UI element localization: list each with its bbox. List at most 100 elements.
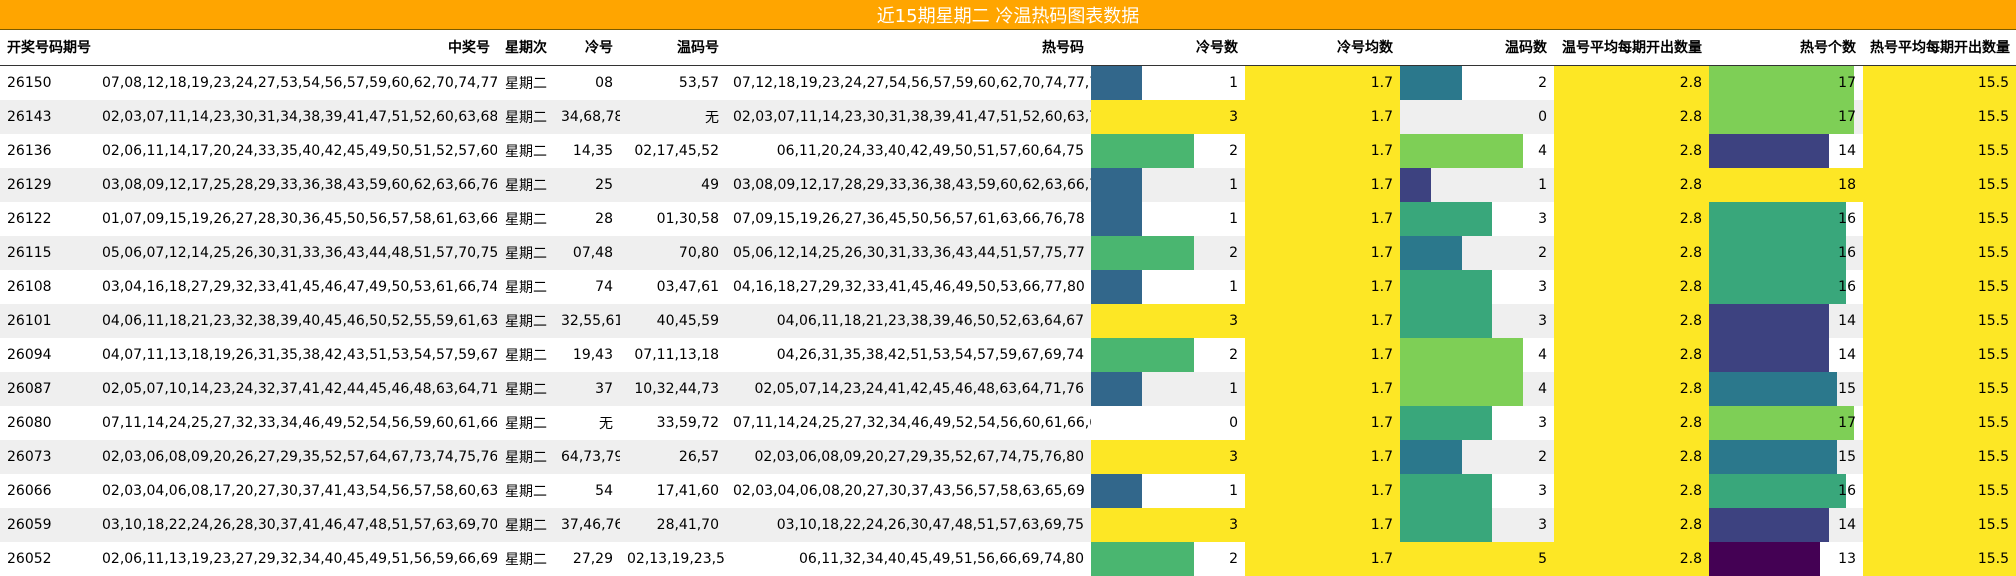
cell-numbers: 01,07,09,15,19,26,27,28,30,36,45,50,56,5… — [102, 210, 497, 227]
header-cold-count[interactable]: 冷号数 — [1091, 30, 1245, 66]
bar-value: 3 — [1538, 210, 1547, 227]
header-cold-avg[interactable]: 冷号均数 — [1245, 30, 1400, 66]
cell-warm-avg: 2.8 — [1554, 235, 1709, 270]
bar-value: 3 — [1229, 516, 1238, 533]
bar-value: 16 — [1838, 482, 1856, 499]
bar-fill — [1400, 133, 1524, 168]
bar-fill — [1400, 337, 1524, 372]
cell-warm-avg: 2.8 — [1554, 337, 1709, 372]
table-row[interactable]: 26094 04,07,11,13,18,19,26,31,35,38,42,43… — [0, 337, 2016, 372]
cell-cold-count: 1 — [1091, 201, 1245, 236]
cell-weekday: 星期二 — [505, 551, 547, 568]
header-hot-count[interactable]: 热号个数 — [1709, 30, 1863, 66]
cell-warm-count: 0 — [1400, 100, 1554, 134]
cell-cold-count: 2 — [1091, 541, 1245, 576]
cell-weekday: 星期二 — [505, 313, 547, 330]
table-row[interactable]: 26080 07,11,14,24,25,27,32,33,34,46,49,52… — [0, 405, 2016, 440]
cell-warm: 17,41,60 — [656, 482, 719, 499]
bar-value: 1.7 — [1370, 244, 1393, 261]
cell-warm-count: 3 — [1400, 473, 1554, 508]
cell-hot-count: 17 — [1709, 99, 1863, 134]
table-row[interactable]: 26122 01,07,09,15,19,26,27,28,30,36,45,50… — [0, 201, 2016, 236]
table-row[interactable]: 26052 02,06,11,13,19,23,27,29,32,34,40,45… — [0, 541, 2016, 576]
cell-weekday: 星期二 — [505, 415, 547, 432]
table-row[interactable]: 26073 02,03,06,08,09,20,26,27,29,35,52,57… — [0, 439, 2016, 474]
bar-value: 1.7 — [1370, 380, 1393, 397]
cell-issue: 26059 — [7, 516, 52, 533]
bar-fill — [1709, 99, 1855, 134]
cell-warm: 26,57 — [678, 448, 719, 465]
bar-value: 3 — [1538, 482, 1547, 499]
bar-value: 4 — [1538, 346, 1547, 363]
header-numbers[interactable]: 中奖号 — [95, 30, 497, 66]
table-row[interactable]: 26066 02,03,04,06,08,17,20,27,30,37,41,43… — [0, 473, 2016, 508]
cell-warm-count: 5 — [1400, 541, 1554, 576]
cell-hot-count: 15 — [1709, 371, 1863, 406]
table-row[interactable]: 26129 03,08,09,12,17,25,28,29,33,36,38,43… — [0, 167, 2016, 202]
cell-cold-count: 1 — [1091, 371, 1245, 406]
header-warm-count[interactable]: 温码数 — [1400, 30, 1554, 66]
bar-value: 2.8 — [1679, 346, 1702, 363]
cell-hot-count: 17 — [1709, 405, 1863, 440]
header-weekday[interactable]: 星期次 — [497, 30, 554, 66]
table-row[interactable]: 26136 02,06,11,14,17,20,24,33,35,40,42,45… — [0, 133, 2016, 168]
bar-value: 1 — [1229, 380, 1238, 397]
bar-fill — [1091, 303, 1245, 338]
cell-cold-avg: 1.7 — [1245, 541, 1400, 576]
cell-cold-count: 2 — [1091, 337, 1245, 372]
cell-hot-avg: 15.5 — [1863, 405, 2016, 440]
cell-warm-avg: 2.8 — [1554, 65, 1709, 100]
cell-weekday: 星期二 — [505, 245, 547, 262]
bar-fill — [1709, 507, 1829, 542]
cell-hot-avg: 15.5 — [1863, 235, 2016, 270]
header-warm-avg[interactable]: 温号平均每期开出数量 — [1554, 30, 1709, 66]
table-row[interactable]: 26087 02,05,07,10,14,23,24,32,37,41,42,44… — [0, 371, 2016, 406]
cell-hot-count: 16 — [1709, 235, 1863, 270]
table-row[interactable]: 26150 07,08,12,18,19,23,24,27,53,54,56,57… — [0, 65, 2016, 100]
cell-hot-avg: 15.5 — [1863, 337, 2016, 372]
header-hot-avg[interactable]: 热号平均每期开出数量 — [1863, 30, 2016, 66]
cell-numbers: 02,06,11,13,19,23,27,29,32,34,40,45,49,5… — [102, 550, 497, 567]
bar-value: 14 — [1838, 142, 1856, 159]
cell-hot: 07,11,14,24,25,27,32,34,46,49,52,54,56,6… — [733, 414, 1091, 431]
bar-fill — [1400, 439, 1462, 474]
bar-fill — [1091, 473, 1143, 508]
header-issue[interactable]: 开奖号码期号 — [0, 30, 95, 66]
cell-hot-count: 17 — [1709, 65, 1863, 100]
bar-value: 2.8 — [1679, 108, 1702, 125]
bar-value: 15.5 — [1977, 312, 2009, 329]
cell-numbers: 02,03,04,06,08,17,20,27,30,37,41,43,54,5… — [102, 482, 497, 499]
bar-value: 4 — [1538, 142, 1547, 159]
cell-hot: 07,09,15,19,26,27,36,45,50,56,57,61,63,6… — [733, 210, 1085, 227]
header-cold[interactable]: 冷号 — [554, 30, 620, 66]
cell-hot-avg: 15.5 — [1863, 303, 2016, 338]
cell-weekday: 星期二 — [505, 483, 547, 500]
table-row[interactable]: 26143 02,03,07,11,14,23,30,31,34,38,39,41… — [0, 99, 2016, 134]
cell-cold: 54 — [595, 482, 613, 499]
cell-issue: 26115 — [7, 244, 52, 261]
table-row[interactable]: 26108 03,04,16,18,27,29,32,33,41,45,46,47… — [0, 269, 2016, 304]
cell-hot-count: 15 — [1709, 439, 1863, 474]
bar-fill — [1709, 133, 1829, 168]
cell-warm-avg: 2.8 — [1554, 99, 1709, 134]
bar-value: 3 — [1229, 108, 1238, 125]
cell-cold: 28 — [595, 210, 613, 227]
cell-warm: 07,11,13,18 — [634, 346, 719, 363]
cell-issue: 26136 — [7, 142, 52, 159]
cell-cold-count: 2 — [1091, 133, 1245, 168]
cell-cold: 64,73,79 — [561, 448, 620, 465]
cell-cold-count: 3 — [1091, 99, 1245, 134]
bar-value: 2 — [1229, 346, 1238, 363]
cell-hot-count: 16 — [1709, 201, 1863, 236]
header-warm[interactable]: 温码号 — [620, 30, 726, 66]
cell-hot-avg: 15.5 — [1863, 371, 2016, 406]
table-row[interactable]: 26059 03,10,18,22,24,26,28,30,37,41,46,47… — [0, 507, 2016, 542]
header-hot[interactable]: 热号码 — [726, 30, 1091, 66]
table-row[interactable]: 26101 04,06,11,18,21,23,32,38,39,40,45,46… — [0, 303, 2016, 338]
cell-numbers: 03,10,18,22,24,26,28,30,37,41,46,47,48,5… — [102, 516, 497, 533]
bar-value: 16 — [1838, 210, 1856, 227]
table-row[interactable]: 26115 05,06,07,12,14,25,26,30,31,33,36,43… — [0, 235, 2016, 270]
bar-fill — [1709, 473, 1846, 508]
bar-value: 1 — [1229, 176, 1238, 193]
cell-warm: 02,17,45,52 — [634, 142, 719, 159]
